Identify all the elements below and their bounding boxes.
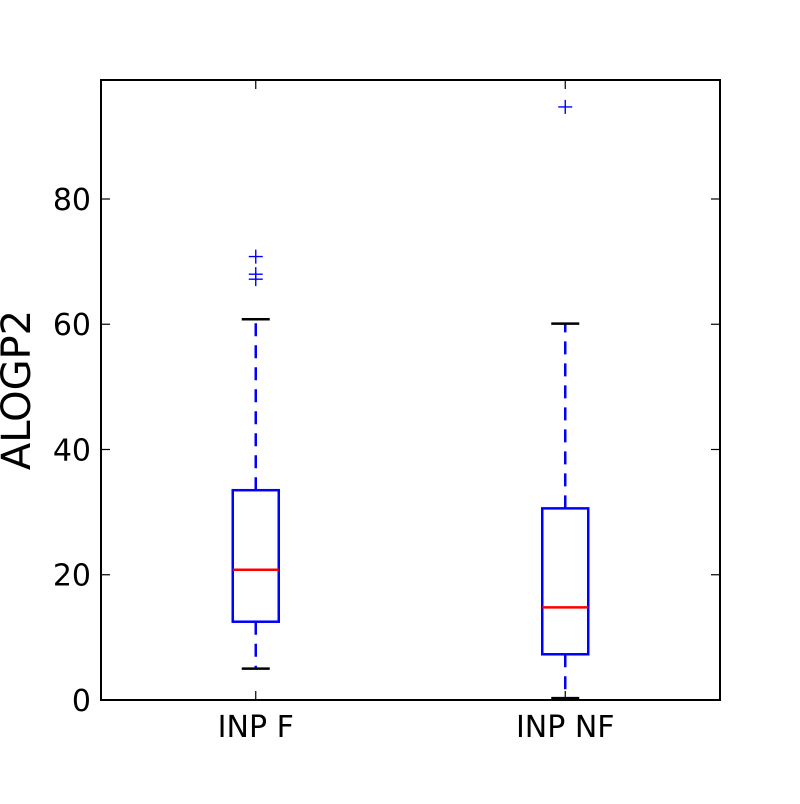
axes-frame bbox=[100, 79, 721, 701]
y-tick-label: 40 bbox=[53, 433, 91, 468]
plot-area: 0 20 40 60 80 INP F INP NF bbox=[53, 79, 721, 745]
outlier-marker bbox=[248, 267, 263, 282]
box-iqr bbox=[231, 488, 280, 623]
y-tick-label: 20 bbox=[53, 559, 91, 594]
y-tick-label: 80 bbox=[53, 183, 91, 218]
outlier-marker bbox=[558, 99, 573, 114]
x-tick-label: INP NF bbox=[516, 710, 615, 745]
x-tick-label: INP F bbox=[218, 710, 294, 745]
y-tick-label: 0 bbox=[72, 684, 91, 719]
y-axis-label: ALOGP2 bbox=[0, 310, 40, 470]
y-tick-label: 60 bbox=[53, 308, 91, 343]
box-iqr bbox=[541, 507, 590, 656]
outlier-marker bbox=[248, 249, 263, 264]
